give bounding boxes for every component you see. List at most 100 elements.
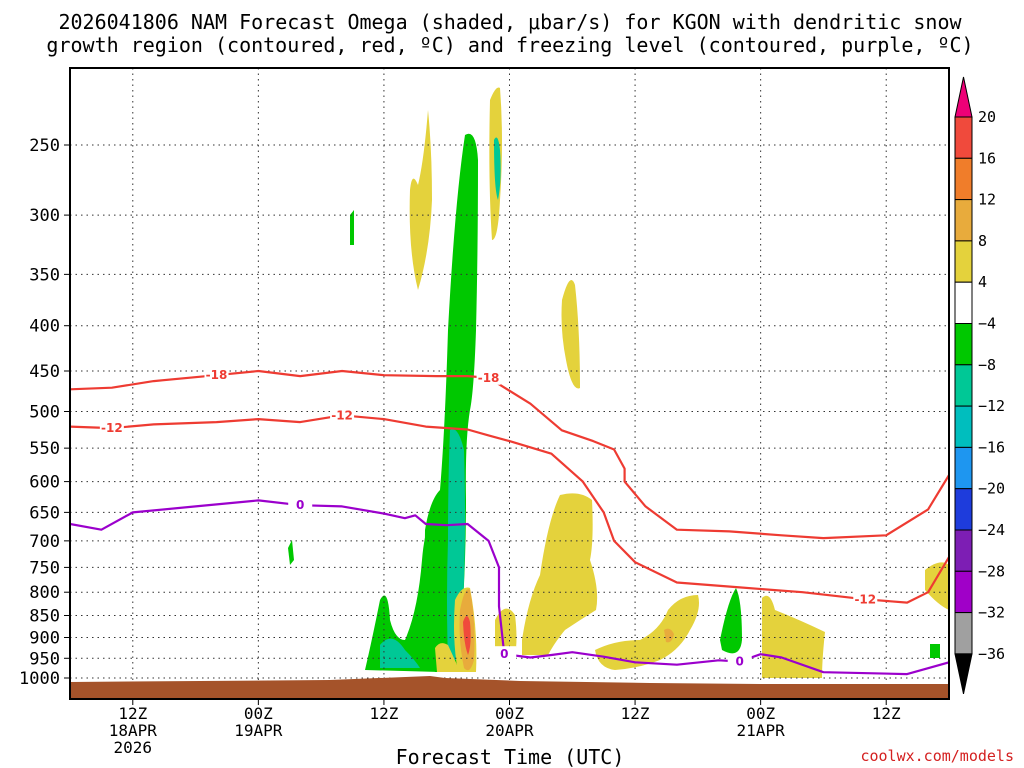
omega-shading	[288, 87, 949, 678]
xtick-label-66-1: 00Z	[746, 704, 775, 723]
omega-region-green-lower-left	[365, 518, 453, 672]
colorbar: 20 16 12 8 4 −4 −8 −12 −16 −20 −24 −28 −32 −36	[954, 76, 1005, 695]
omega-region-green-right	[720, 588, 742, 654]
contour-label-1-2: -12	[854, 592, 876, 606]
colorbar-bin-13	[954, 612, 973, 655]
contour-label-2-0: 0	[296, 498, 304, 512]
colorbar-label-1: 16	[978, 149, 996, 167]
grid	[70, 68, 949, 699]
omega-region-yellow-lower-4	[522, 493, 598, 655]
colorbar-bin-9	[954, 446, 973, 490]
omega-region-yellow-mid	[561, 280, 580, 389]
contour-label-bg-0-0	[204, 367, 229, 383]
ytick-label-650: 650	[29, 503, 60, 523]
colorbar-label-6: −8	[978, 356, 996, 374]
ytick-label-900: 900	[29, 628, 60, 648]
ytick-label-850: 850	[29, 607, 60, 627]
colorbar-bin-7	[954, 364, 973, 407]
ytick-label-550: 550	[29, 439, 60, 459]
ytick-label-750: 750	[29, 558, 60, 578]
colorbar-label-5: −4	[978, 315, 996, 333]
ytick-label-250: 250	[29, 136, 60, 156]
colorbar-bin-11	[954, 529, 973, 572]
contour-label-bg-1-0	[99, 420, 124, 436]
colorbar-label-3: 8	[978, 232, 987, 250]
xtick-label-42-1: 00Z	[495, 704, 524, 723]
contour-label-0-0: -18	[206, 368, 228, 382]
y-axis: 2503003504004505005506006507007508008509…	[19, 136, 70, 689]
colorbar-label-13: −36	[978, 645, 1005, 663]
omega-region-yellow-lower-5	[595, 595, 699, 670]
credit-text: coolwx.com/models	[860, 747, 1014, 765]
colorbar-label-8: −16	[978, 438, 1005, 456]
colorbar-label-9: −20	[978, 480, 1005, 498]
colorbar-bin-8	[954, 405, 973, 448]
contour-label-bg-2-2	[727, 653, 752, 669]
xtick-label-54-1: 12Z	[621, 704, 650, 723]
colorbar-label-12: −32	[978, 604, 1005, 622]
omega-region-teal-upper	[494, 137, 501, 200]
contour-label-0-1: -18	[478, 371, 500, 385]
xtick-label-18-1: 00Z	[244, 704, 273, 723]
colorbar-bin-6	[954, 323, 973, 366]
ytick-label-450: 450	[29, 362, 60, 382]
xtick-label-42-2: 20APR	[485, 721, 534, 740]
xtick-label-6-1: 12Z	[118, 704, 147, 723]
colorbar-label-2: 12	[978, 191, 996, 209]
omega-region-yellow-lower-6	[762, 595, 825, 678]
colorbar-bin-5	[954, 281, 973, 325]
contours: -18 -18 -12 -12 -12 0 0 0	[70, 367, 949, 676]
chart-title-line1: 2026041806 NAM Forecast Omega (shaded, μ…	[58, 10, 962, 34]
contour-label-bg-1-2	[853, 591, 878, 607]
colorbar-bin-4	[954, 240, 973, 283]
xtick-label-78-1: 12Z	[872, 704, 901, 723]
xtick-label-6-3: 2026	[114, 738, 153, 757]
omega-region-teal-base	[380, 638, 420, 668]
omega-region-orange-small	[664, 628, 674, 643]
colorbar-bin-2	[954, 157, 973, 201]
colorbar-bin-1	[954, 116, 973, 159]
colorbar-label-7: −12	[978, 397, 1005, 415]
x-axis-label: Forecast Time (UTC)	[396, 745, 625, 768]
colorbar-label-11: −28	[978, 562, 1005, 580]
ground-surface	[70, 676, 949, 699]
xtick-label-6-2: 18APR	[109, 721, 158, 740]
contour-label-bg-1-1	[330, 407, 355, 423]
ytick-label-800: 800	[29, 583, 60, 603]
colorbar-top-arrow	[954, 76, 973, 118]
contour-red_isotherm-1	[70, 414, 949, 604]
contour-label-bg-2-1	[492, 646, 517, 662]
colorbar-bin-3	[954, 199, 973, 242]
chart-title-line2: growth region (contoured, red, ºC) and f…	[46, 33, 973, 57]
ytick-label-400: 400	[29, 317, 60, 337]
xtick-label-30-1: 12Z	[369, 704, 398, 723]
contour-red_isotherm-0	[70, 369, 949, 540]
ytick-label-600: 600	[29, 473, 60, 493]
colorbar-bin-10	[954, 488, 973, 531]
contour-label-bg-0-1	[476, 369, 501, 385]
ytick-label-700: 700	[29, 532, 60, 552]
contour-label-bg-2-0	[288, 497, 313, 513]
contour-label-1-0: -12	[101, 421, 123, 435]
contour-label-2-2: 0	[736, 655, 744, 669]
ytick-label-1000: 1000	[19, 669, 60, 689]
xtick-label-66-2: 21APR	[737, 721, 786, 740]
omega-region-green-small	[288, 540, 294, 565]
ytick-label-950: 950	[29, 649, 60, 669]
omega-region-red-core	[463, 616, 471, 655]
ytick-label-500: 500	[29, 403, 60, 423]
colorbar-bottom-arrow	[954, 653, 973, 695]
contour-label-1-1: -12	[331, 408, 353, 422]
omega-region-green-upper-spike	[350, 210, 354, 245]
ytick-label-300: 300	[29, 206, 60, 226]
colorbar-label-10: −24	[978, 521, 1005, 539]
xtick-label-18-2: 19APR	[234, 721, 283, 740]
omega-region-yellow-upper-left	[409, 110, 432, 290]
contour-label-2-1: 0	[500, 647, 508, 661]
ytick-label-350: 350	[29, 265, 60, 285]
omega-region-green-far-right	[930, 644, 940, 658]
omega-region-yellow-lower-7	[925, 562, 949, 610]
colorbar-bin-12	[954, 570, 973, 614]
